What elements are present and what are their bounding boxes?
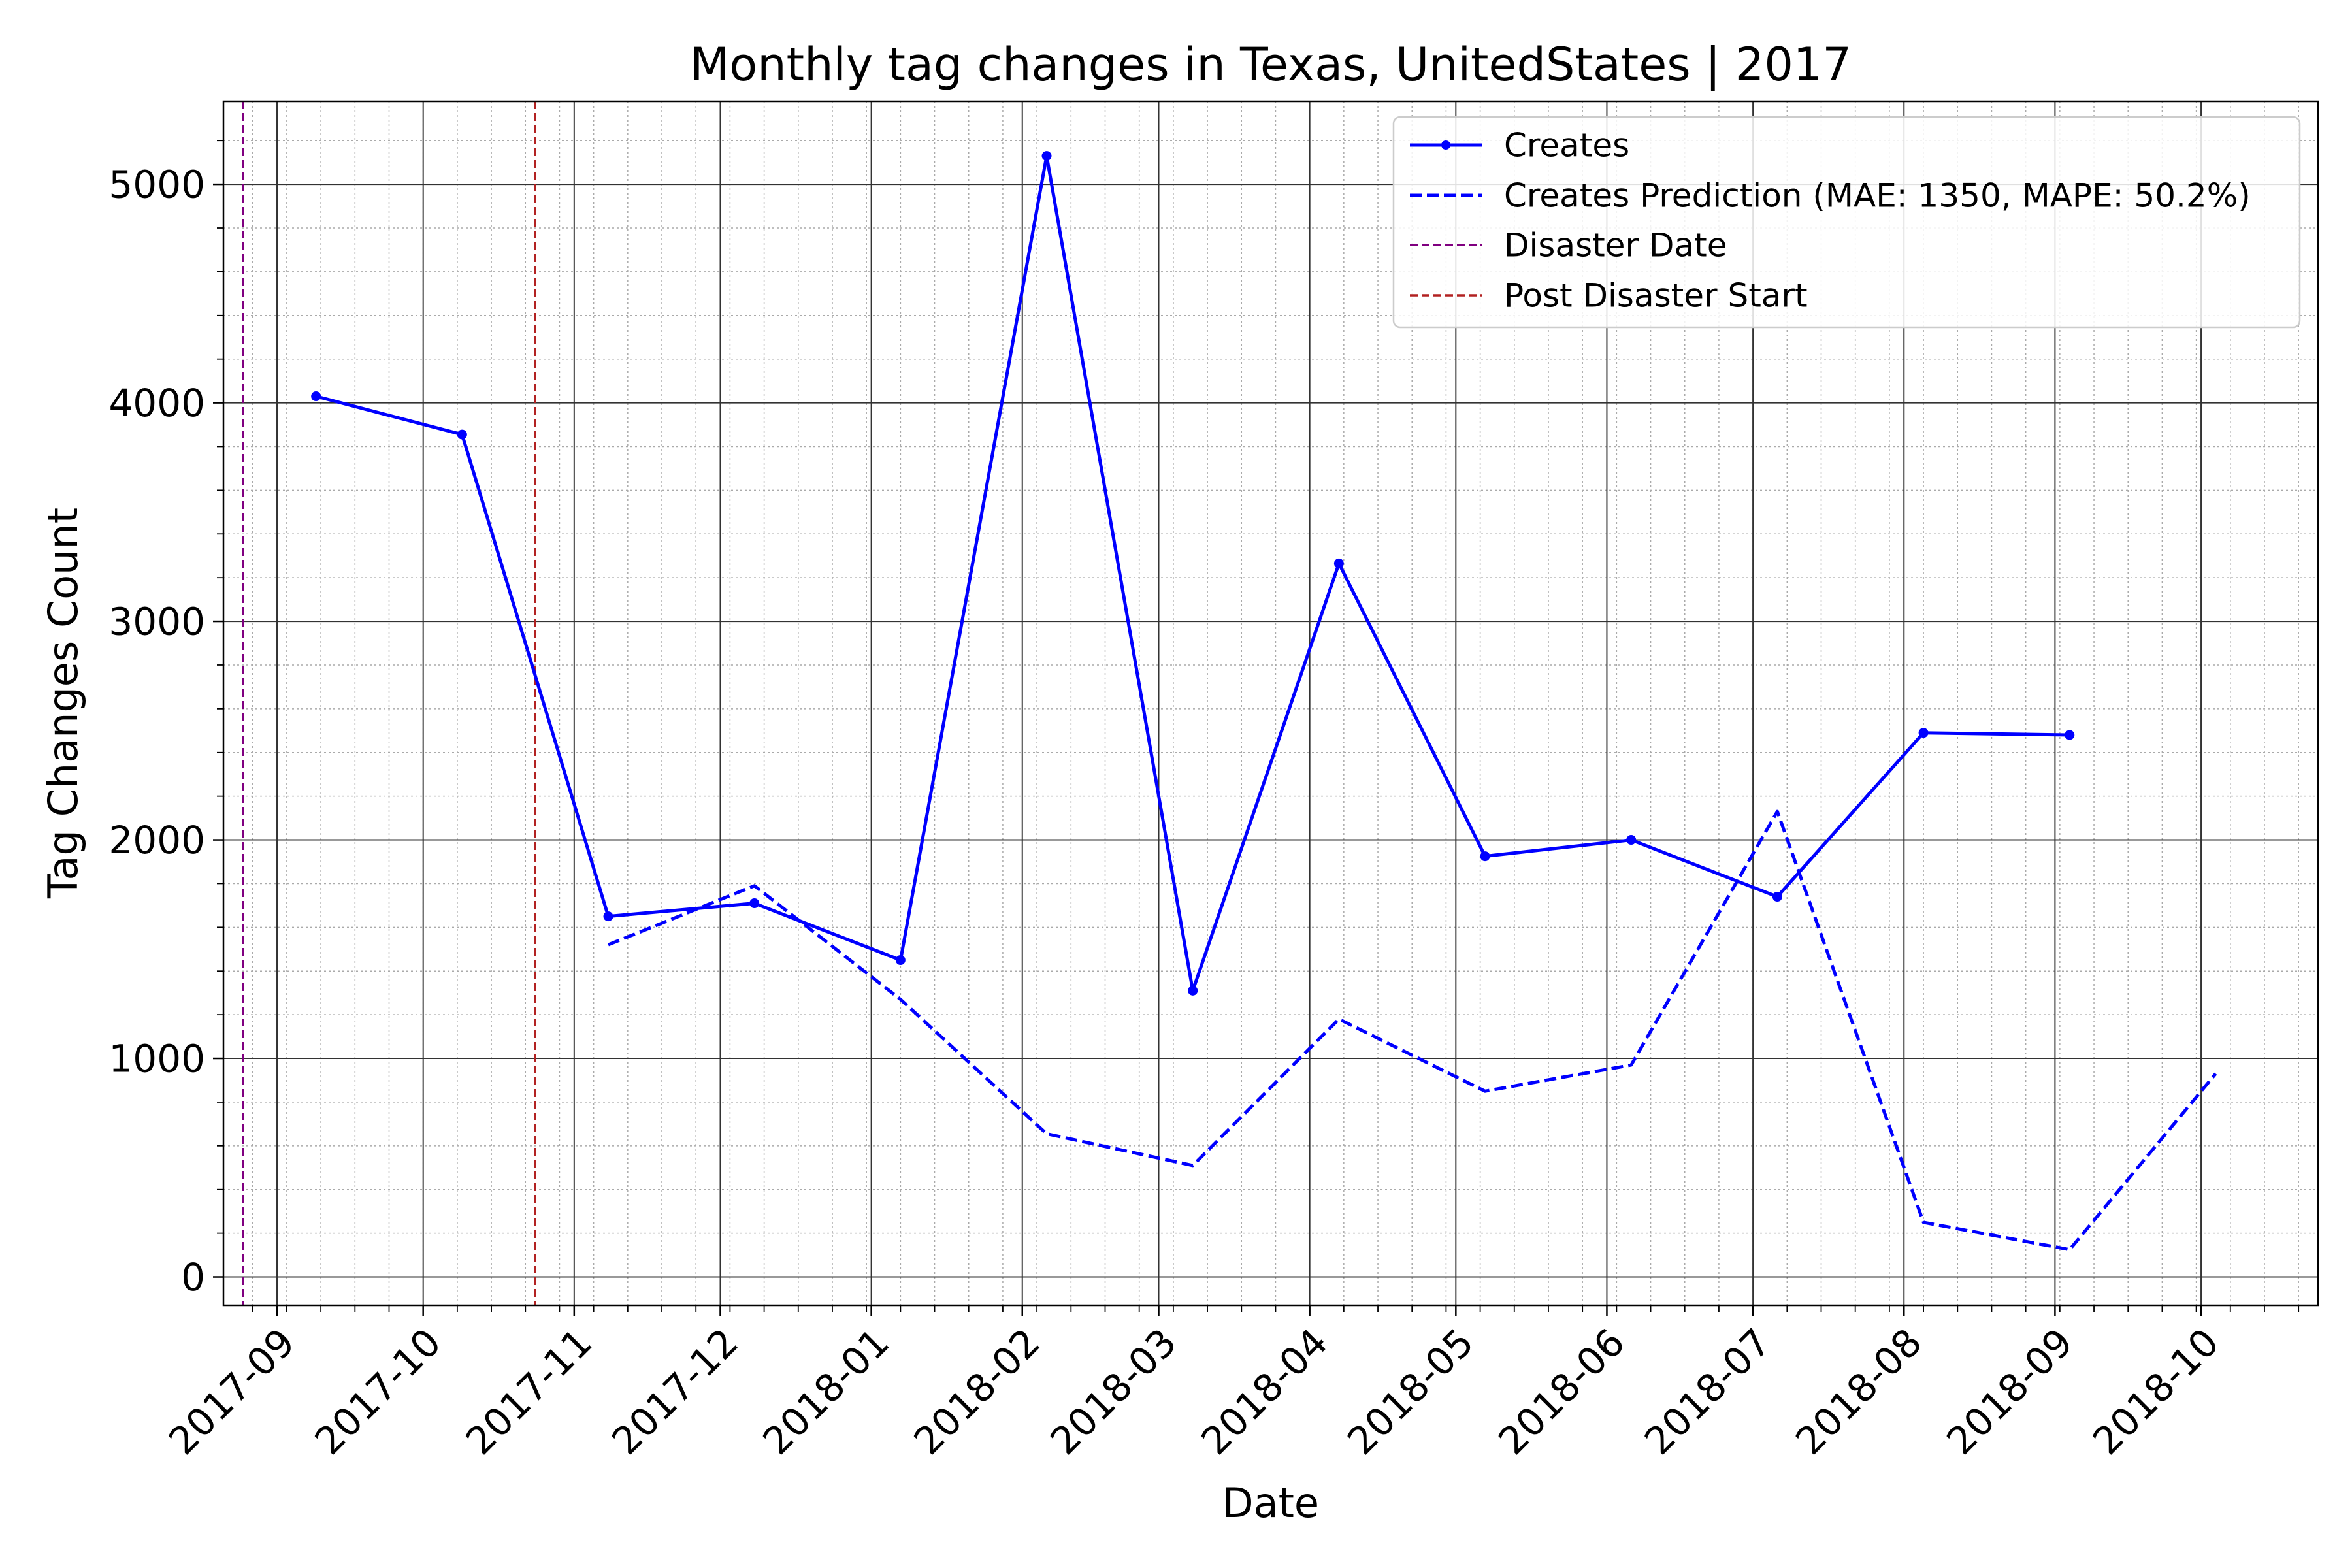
- creates-point: [457, 429, 467, 440]
- creates-point: [895, 955, 906, 966]
- creates-point: [1333, 558, 1344, 568]
- creates-point: [1626, 835, 1637, 845]
- y-axis-label: Tag Changes Count: [39, 508, 87, 899]
- legend: Creates Creates Prediction (MAE: 1350, M…: [1392, 116, 2301, 329]
- legend-box: [1392, 116, 2301, 329]
- creates-point: [1041, 151, 1052, 161]
- legend-prediction-label: Creates Prediction (MAE: 1350, MAPE: 50.…: [1504, 177, 2251, 215]
- y-tick-label: 2000: [108, 818, 205, 862]
- legend-creates-marker: [1441, 140, 1450, 150]
- creates-prediction-line: [608, 809, 2217, 1252]
- y-axis-ticks: 0 1000 2000 3000 4000 5000: [108, 140, 223, 1299]
- chart-title: Monthly tag changes in Texas, UnitedStat…: [690, 38, 1852, 91]
- legend-disaster-date-label: Disaster Date: [1504, 227, 1727, 265]
- legend-creates-label: Creates: [1504, 127, 1629, 165]
- creates-point: [311, 391, 321, 402]
- y-tick-label: 5000: [108, 162, 205, 206]
- event-lines: [242, 101, 536, 1305]
- legend-post-disaster-label: Post Disaster Start: [1504, 277, 1808, 315]
- creates-point: [2065, 730, 2075, 740]
- creates-point: [1480, 851, 1490, 862]
- series-layer: [311, 151, 2217, 1252]
- creates-point: [603, 911, 613, 922]
- creates-point: [1918, 728, 1929, 738]
- plot-frame: [222, 100, 2319, 1307]
- creates-point: [749, 898, 760, 909]
- creates-point: [1188, 985, 1198, 996]
- y-tick-label: 1000: [108, 1036, 205, 1081]
- creates-point: [1772, 892, 1782, 902]
- y-tick-label: 0: [181, 1255, 205, 1299]
- y-tick-label: 3000: [108, 599, 205, 644]
- x-axis-label: Date: [1222, 1479, 1319, 1527]
- y-tick-label: 4000: [108, 381, 205, 425]
